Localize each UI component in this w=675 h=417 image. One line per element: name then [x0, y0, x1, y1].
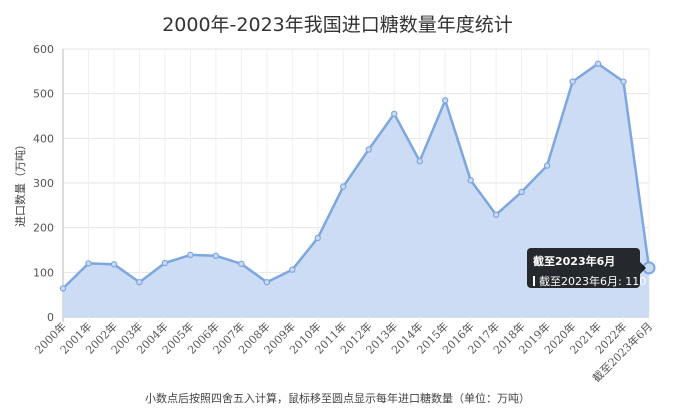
series-line	[62, 62, 651, 290]
data-point[interactable]	[238, 260, 245, 268]
tooltip-arrow	[640, 262, 646, 274]
footnote: 小数点后按照四舍五入计算，鼠标移至圆点显示每年进口糖数量（单位：万吨）	[145, 392, 530, 405]
x-axis-ticks: 2000年2001年2002年2003年2004年2005年2006年2007年…	[32, 319, 655, 385]
data-point[interactable]	[187, 251, 194, 259]
data-point[interactable]	[569, 78, 576, 85]
tooltip-row: 截至2023年6月: 110	[533, 273, 646, 289]
data-point[interactable]	[594, 60, 602, 67]
tooltip-label: 截至2023年6月: 110	[539, 275, 647, 288]
tooltip-title: 截至2023年6月	[533, 255, 616, 268]
y-tick-label: 300	[33, 177, 54, 190]
data-point[interactable]	[161, 259, 169, 267]
y-axis-ticks: 0 100 200 300 400 500 600	[33, 43, 54, 324]
chart-title: 2000年-2023年我国进口糖数量年度统计	[162, 14, 513, 36]
data-point[interactable]	[391, 110, 398, 117]
area-fill	[63, 63, 649, 318]
data-point[interactable]	[59, 285, 67, 292]
data-point[interactable]	[492, 211, 500, 218]
y-tick-label: 0	[47, 311, 54, 324]
data-point[interactable]	[620, 78, 627, 85]
data-point[interactable]	[212, 252, 220, 260]
data-point[interactable]	[314, 234, 321, 242]
data-point[interactable]	[85, 260, 92, 267]
data-point[interactable]	[416, 157, 423, 165]
data-point[interactable]	[110, 261, 118, 268]
data-point[interactable]	[518, 188, 525, 196]
data-point[interactable]	[441, 97, 449, 104]
data-point[interactable]	[365, 146, 372, 153]
data-points[interactable]	[59, 60, 656, 292]
y-tick-label: 500	[33, 88, 54, 101]
y-tick-label: 600	[33, 43, 54, 56]
data-point[interactable]	[289, 266, 296, 273]
data-point[interactable]	[543, 162, 551, 169]
data-point[interactable]	[136, 278, 143, 286]
data-point[interactable]	[263, 278, 271, 286]
data-point[interactable]	[340, 183, 347, 190]
y-tick-label: 200	[33, 222, 54, 235]
data-point[interactable]	[467, 177, 474, 184]
tooltip-color-swatch	[533, 276, 535, 286]
y-tick-label: 400	[33, 132, 54, 145]
y-axis-label: 进口数量（万吨）	[14, 139, 27, 227]
tooltip: 截至2023年6月 截至2023年6月: 110	[527, 248, 646, 289]
y-tick-label: 100	[33, 266, 54, 279]
